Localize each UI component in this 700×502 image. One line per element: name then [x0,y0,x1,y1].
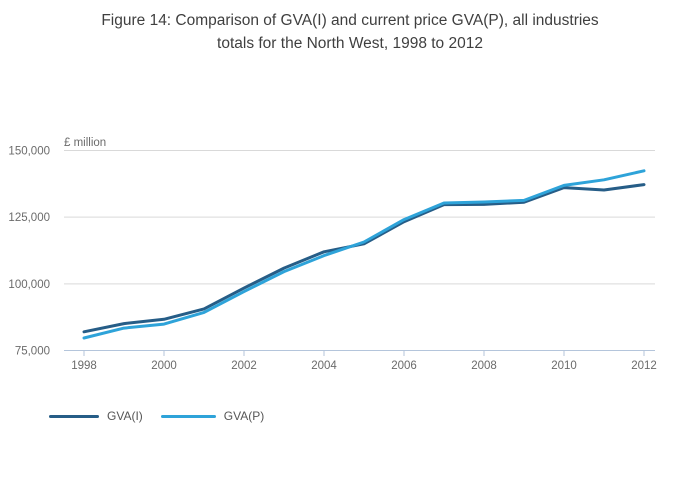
legend-label-gva-i: GVA(I) [107,409,143,423]
y-tick-label: 75,000 [15,346,50,358]
x-tick-label: 2002 [231,360,257,372]
x-tick-label: 2004 [311,360,337,372]
legend-item-gva-p: GVA(P) [160,409,265,423]
x-tick-label: 2012 [631,360,657,372]
chart-title-line2: totals for the North West, 1998 to 2012 [217,35,483,52]
chart-title: Figure 14: Comparison of GVA(I) and curr… [0,9,700,55]
legend-label-gva-p: GVA(P) [223,409,265,423]
x-tick-label: 2000 [151,360,177,372]
gva-p-line-swatch [160,414,216,418]
x-tick-label: 2008 [471,360,497,372]
x-tick-label: 2006 [391,360,417,372]
gva-i-line-swatch [49,414,99,418]
y-tick-label: 100,000 [8,279,50,291]
chart-title-line1: Figure 14: Comparison of GVA(I) and curr… [101,12,599,29]
y-tick-label: 150,000 [8,146,50,158]
x-tick-label: 2010 [551,360,577,372]
x-tick-label: 1998 [71,360,97,372]
gva-p-line [82,169,646,340]
legend: GVA(I) GVA(P) [49,409,264,423]
y-axis-unit-label: £ million [64,137,106,149]
legend-item-gva-i: GVA(I) [49,409,143,423]
gva-i-line [82,183,646,334]
y-tick-label: 125,000 [8,212,50,224]
